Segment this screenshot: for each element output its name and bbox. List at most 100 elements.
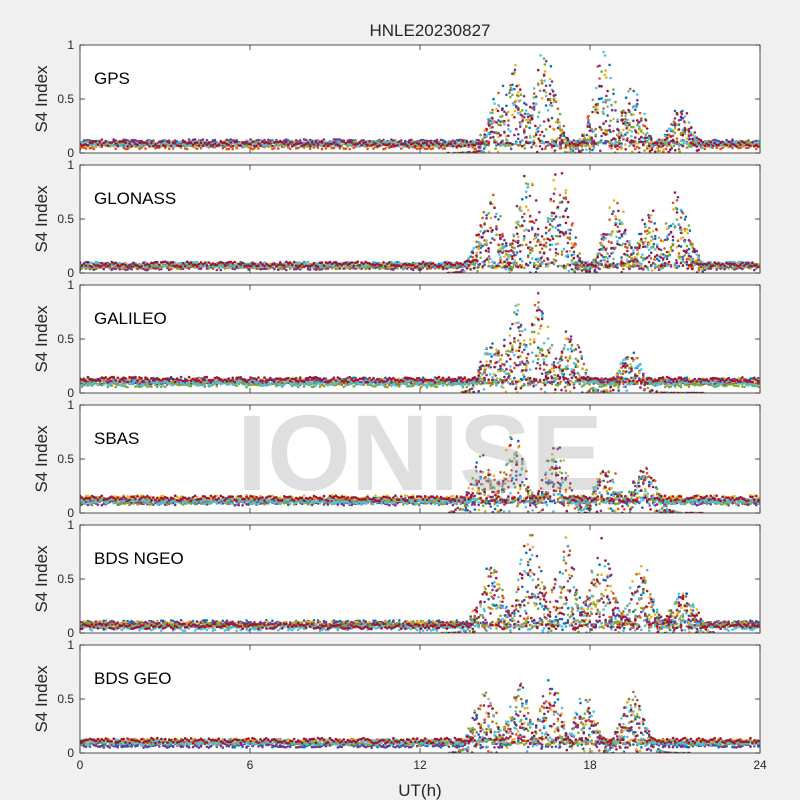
data-point xyxy=(637,132,640,135)
data-point xyxy=(681,236,685,239)
data-point xyxy=(602,265,605,269)
data-point xyxy=(673,226,677,229)
data-point xyxy=(598,140,601,144)
data-point xyxy=(483,129,486,132)
data-point xyxy=(479,256,482,260)
data-point xyxy=(205,267,209,270)
data-point xyxy=(144,260,147,264)
data-point xyxy=(525,205,528,208)
data-point xyxy=(302,141,306,144)
data-point xyxy=(279,143,282,146)
data-point xyxy=(136,143,139,147)
data-point xyxy=(443,143,447,146)
data-point xyxy=(605,76,608,79)
data-point xyxy=(588,140,591,144)
data-point xyxy=(138,144,141,148)
data-point xyxy=(517,220,520,223)
data-point xyxy=(586,138,589,141)
data-point xyxy=(120,144,123,147)
data-point xyxy=(542,259,546,263)
data-point xyxy=(330,146,334,150)
data-point xyxy=(664,147,668,151)
data-point xyxy=(471,255,475,259)
data-point xyxy=(487,260,491,264)
data-point xyxy=(699,265,703,269)
data-point xyxy=(564,191,567,195)
data-point xyxy=(421,144,425,148)
figure-title: HNLE20230827 xyxy=(370,21,491,40)
data-point xyxy=(195,147,199,150)
data-point xyxy=(536,260,540,264)
data-point xyxy=(124,268,127,272)
data-point xyxy=(225,142,229,146)
data-point xyxy=(511,72,514,76)
data-point xyxy=(584,144,588,148)
data-point xyxy=(511,261,514,265)
data-point xyxy=(697,268,701,272)
data-point xyxy=(597,252,600,255)
data-point xyxy=(352,143,356,146)
data-point xyxy=(404,145,407,148)
data-point xyxy=(162,142,165,145)
data-point xyxy=(563,150,567,153)
data-point xyxy=(350,143,354,146)
data-point xyxy=(459,145,463,148)
data-point xyxy=(679,231,683,235)
data-point xyxy=(525,109,528,112)
data-point xyxy=(392,268,395,271)
data-point xyxy=(483,133,486,136)
data-point xyxy=(134,266,137,270)
data-point xyxy=(229,141,232,144)
data-point xyxy=(447,144,451,147)
data-point xyxy=(755,143,758,147)
data-point xyxy=(259,267,262,271)
data-point xyxy=(406,144,409,148)
data-point xyxy=(675,137,679,140)
data-point xyxy=(498,253,501,256)
data-point xyxy=(108,145,112,148)
data-point xyxy=(532,96,536,99)
data-point xyxy=(251,143,254,147)
data-point xyxy=(538,133,542,137)
data-point xyxy=(534,270,538,273)
data-point xyxy=(685,141,689,145)
data-point xyxy=(701,141,705,144)
data-point xyxy=(457,138,461,142)
data-point xyxy=(318,142,322,146)
data-point xyxy=(495,107,498,111)
data-point xyxy=(675,111,679,115)
data-point xyxy=(669,139,673,143)
data-point xyxy=(288,147,292,151)
data-point xyxy=(733,266,736,270)
data-point xyxy=(320,143,324,146)
data-point xyxy=(554,144,558,147)
data-point xyxy=(283,142,286,145)
data-point xyxy=(608,254,611,258)
data-point xyxy=(552,192,556,195)
data-point xyxy=(519,243,522,247)
data-point xyxy=(622,210,625,213)
data-point xyxy=(627,108,630,112)
data-point xyxy=(673,131,677,135)
data-point xyxy=(733,140,736,144)
data-point xyxy=(693,131,697,134)
data-point xyxy=(332,138,336,141)
data-point xyxy=(526,255,530,259)
data-point xyxy=(586,125,589,128)
data-point xyxy=(281,141,284,144)
data-point xyxy=(670,123,673,126)
data-point xyxy=(631,106,635,109)
data-point xyxy=(308,144,312,148)
data-point xyxy=(550,116,554,120)
data-point xyxy=(304,144,308,148)
data-point xyxy=(489,241,492,245)
data-point xyxy=(487,250,490,253)
data-point xyxy=(175,262,179,266)
data-point xyxy=(566,142,570,146)
data-point xyxy=(673,141,677,145)
data-point xyxy=(745,146,748,150)
data-point xyxy=(510,246,514,249)
data-point xyxy=(604,141,607,145)
data-point xyxy=(499,249,502,253)
data-point xyxy=(697,137,701,141)
